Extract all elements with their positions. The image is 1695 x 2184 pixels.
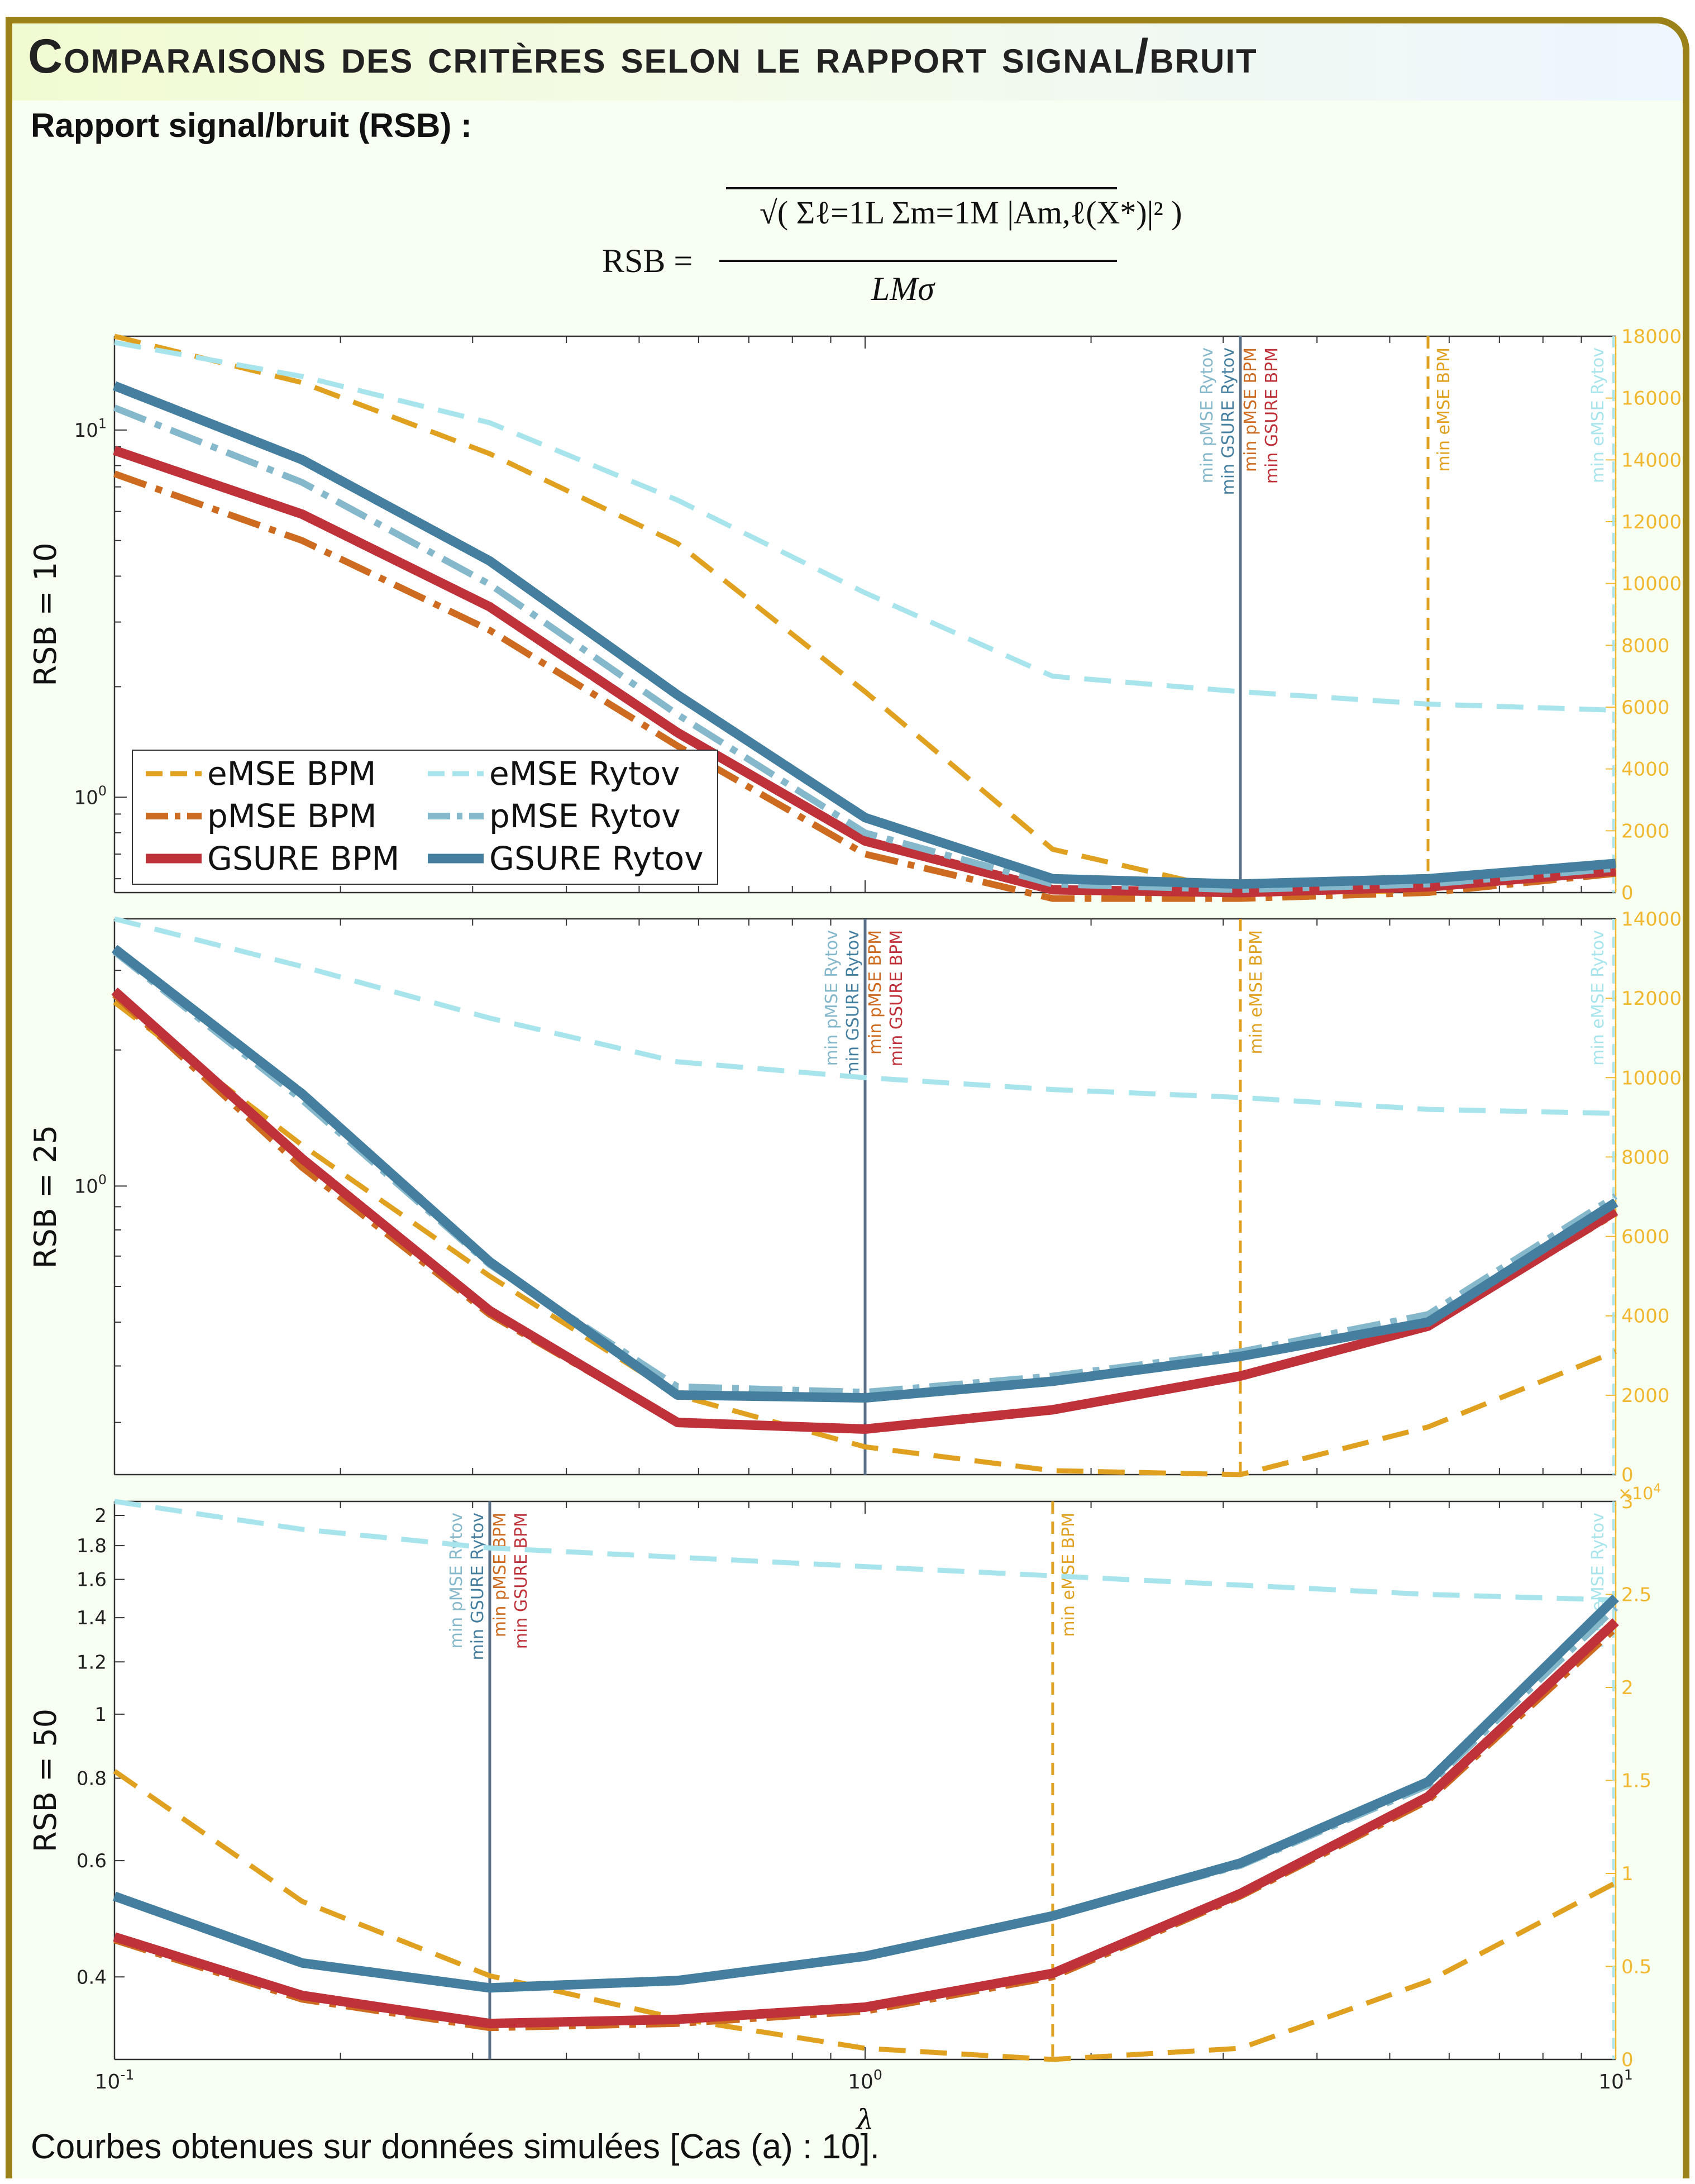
title-bar — [12, 23, 1683, 101]
series-line-emse-bpm — [113, 333, 1616, 895]
y-axis-label: RSB = 50 — [28, 1709, 63, 1852]
min-marker-label: min GSURE Rytov — [468, 1513, 488, 1661]
y2-tick-label: 12000 — [1621, 988, 1682, 1010]
y-tick-label: 1.2 — [77, 1651, 107, 1673]
min-marker-label: min pMSE Rytov — [447, 1513, 466, 1648]
y-tick-label: 101 — [74, 416, 107, 442]
chart-panel-1: 100 101 0 2000 4000 6000 8000 10000 12000 14000 16… — [28, 326, 1682, 904]
y-tick-label: 100 — [74, 783, 107, 809]
x-tick-label: 101 — [1598, 2067, 1633, 2094]
y-tick-label: 100 — [74, 1172, 107, 1198]
y2-tick-label: 16000 — [1621, 388, 1682, 410]
series-line-gsure-rytov — [111, 945, 1618, 1403]
min-marker-label: min pMSE Rytov — [822, 930, 842, 1066]
y-tick-label: 2 — [94, 1505, 107, 1527]
y2-tick-label: 0 — [1621, 882, 1634, 904]
series-line-emse-rytov — [113, 916, 1616, 1116]
min-marker-label: min GSURE Rytov — [843, 930, 863, 1078]
x-tick-label: 10-1 — [95, 2067, 135, 2094]
y-tick-label: 0.4 — [77, 1966, 107, 1989]
series-line-emse-rytov — [114, 1499, 1616, 1603]
y-tick-label: 1.4 — [77, 1607, 107, 1629]
y2-tick-label: 6000 — [1621, 1226, 1670, 1248]
footer-caption: Courbes obtenues sur données simulées [C… — [31, 2128, 880, 2166]
y-axis-label: RSB = 25 — [28, 1125, 63, 1269]
legend: eMSE BPM eMSE Rytov pMSE BPM pMSE Rytov GSUR… — [132, 750, 718, 885]
series-line-emse-bpm — [113, 1769, 1617, 2062]
y2-tick-label: 2.5 — [1621, 1584, 1651, 1606]
y2-tick-label: 12000 — [1621, 511, 1682, 533]
series-line-emse-bpm — [113, 1000, 1617, 1477]
y2-tick-label: 14000 — [1621, 908, 1682, 931]
series-line-gsure-bpm — [111, 987, 1618, 1434]
y2-tick-label: 1.5 — [1621, 1770, 1651, 1792]
formula-sqrt-bar — [726, 187, 1117, 245]
rsb-formula: RSB = √( Σℓ=1L Σm=1M |Am,ℓ(X*)|² ) LMσ — [592, 187, 1182, 316]
min-marker-label: min pMSE BPM — [490, 1513, 510, 1637]
y-tick-label: 1.6 — [77, 1569, 107, 1591]
y-tick-label: 0.8 — [77, 1767, 107, 1790]
min-marker-label: min eMSE BPM — [1247, 930, 1266, 1055]
chart-panel-2: 100 0 2000 4000 6000 8000 10000 12000 14000 min p… — [28, 908, 1682, 1486]
min-marker-label: min eMSE BPM — [1434, 347, 1454, 472]
x-tick-label: 100 — [848, 2067, 882, 2094]
series-line-emse-rytov — [114, 340, 1616, 713]
y2-tick-label: 10000 — [1621, 573, 1682, 595]
min-marker-label: min GSURE BPM — [1262, 347, 1282, 484]
y2-tick-label: 3 — [1621, 1491, 1634, 1513]
y2-tick-label: 10000 — [1621, 1067, 1682, 1089]
legend-label: pMSE Rytov — [489, 797, 681, 835]
y2-tick-label: 8000 — [1621, 1146, 1670, 1169]
poster-title: Comparaisons des critères selon le rappo… — [28, 30, 1258, 83]
y-axis-label: RSB = 10 — [28, 542, 63, 686]
y2-tick-label: 6000 — [1621, 697, 1670, 719]
y-tick-label: 1.8 — [77, 1535, 107, 1557]
y2-tick-label: 4000 — [1621, 1305, 1670, 1328]
y2-tick-label: 2000 — [1621, 820, 1670, 842]
section-subtitle: Rapport signal/bruit (RSB) : — [31, 107, 472, 144]
y2-tick-label: 14000 — [1621, 449, 1682, 471]
legend-label: pMSE BPM — [207, 797, 377, 835]
formula-fraction-bar — [719, 260, 1117, 262]
y2-tick-label: 0 — [1621, 1464, 1634, 1486]
series-line-gsure-bpm — [113, 1618, 1619, 2029]
legend-box — [132, 750, 718, 885]
min-marker-label: min eMSE Rytov — [1588, 347, 1608, 483]
series-line-gsure-rytov — [112, 381, 1616, 889]
min-marker-label: min pMSE Rytov — [1197, 347, 1217, 483]
min-marker-label: min pMSE BPM — [866, 930, 885, 1055]
chart-panel-3: 0.4 0.6 0.8 1 1.2 1.4 1.6 1.8 2 0 0.5 1 1.5 2 2.5 3×104… — [28, 1482, 1661, 2136]
min-marker-label: min GSURE Rytov — [1219, 347, 1238, 495]
y2-tick-label: 0.5 — [1621, 1956, 1651, 1978]
y2-tick-label: 8000 — [1621, 635, 1670, 657]
min-marker-label: min eMSE Rytov — [1588, 930, 1608, 1066]
y-tick-label: 0.6 — [77, 1850, 107, 1872]
formula-lhs: RSB = — [602, 242, 693, 279]
y2-tick-label: 2000 — [1621, 1385, 1670, 1407]
legend-label: GSURE Rytov — [489, 840, 704, 878]
series-line-gsure-rytov — [113, 1594, 1619, 1993]
series-line-pmse-bpm — [113, 470, 1616, 902]
min-marker-label: min pMSE BPM — [1241, 347, 1260, 472]
y2-tick-label: 1 — [1621, 1863, 1634, 1885]
y2-tick-label: 18000 — [1621, 326, 1682, 348]
y2-tick-label: 0 — [1621, 2049, 1634, 2071]
formula-numerator: √( Σℓ=1L Σm=1M |Am,ℓ(X*)|² ) — [760, 194, 1182, 231]
y-tick-label: 1 — [94, 1704, 107, 1726]
legend-label: GSURE BPM — [207, 840, 399, 878]
x-axis-label: λ — [855, 2104, 874, 2136]
y2-tick-label: 4000 — [1621, 759, 1670, 781]
plot-area — [114, 1501, 1616, 2059]
formula-denominator: LMσ — [871, 270, 934, 307]
y2-tick-label: 2 — [1621, 1677, 1634, 1699]
legend-label: eMSE BPM — [207, 755, 376, 793]
min-marker-label: min GSURE BPM — [887, 930, 906, 1066]
series-line-pmse-rytov — [113, 404, 1616, 893]
min-marker-label: min GSURE BPM — [512, 1513, 531, 1649]
legend-label: eMSE Rytov — [489, 755, 680, 793]
y2-exponent: ×104 — [1618, 1482, 1661, 1504]
